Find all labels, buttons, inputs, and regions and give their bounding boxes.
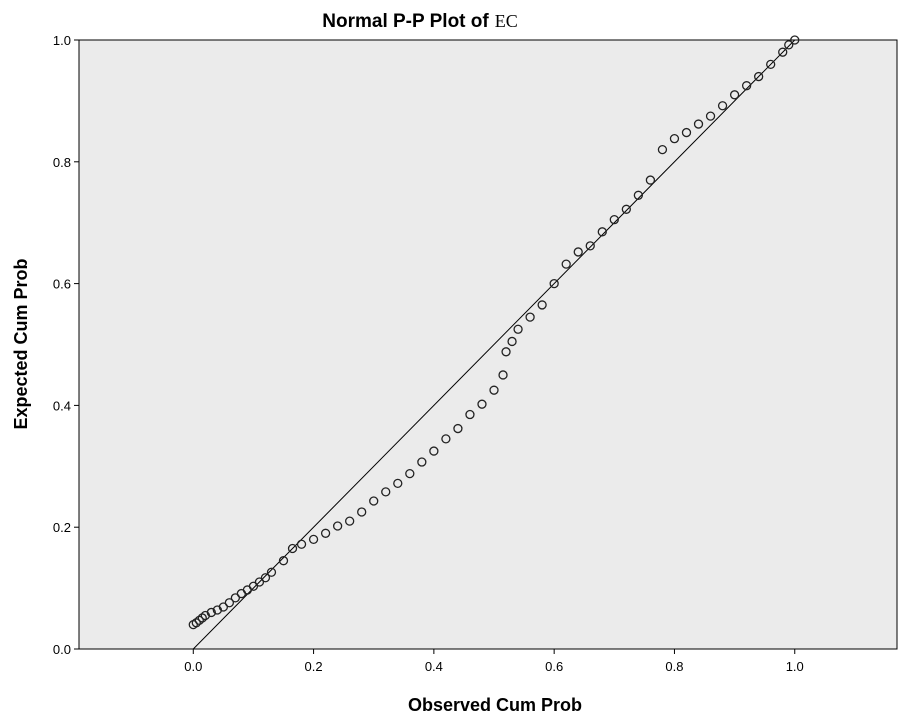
data-point [717, 101, 728, 111]
data-point [191, 618, 201, 628]
data-point [287, 543, 298, 554]
data-point [573, 247, 583, 257]
plot-area [78, 39, 898, 650]
data-point [405, 468, 415, 479]
data-point [266, 567, 277, 577]
chart-title: Normal P-P Plot of EC [322, 11, 517, 32]
data-point [224, 598, 235, 608]
y-tick-label: 0.6 [53, 277, 71, 292]
data-point [218, 602, 229, 612]
data-point [754, 71, 764, 82]
data-point [332, 521, 343, 531]
data-point [477, 399, 487, 409]
data-point [429, 446, 439, 456]
chart-title-main: Normal P-P Plot of [322, 11, 489, 32]
data-point [260, 573, 271, 583]
data-points [188, 35, 800, 650]
data-point [537, 300, 547, 310]
data-point [693, 119, 704, 129]
data-point [278, 556, 289, 566]
data-point [784, 40, 794, 50]
data-point [417, 457, 427, 467]
y-tick-label: 0.2 [53, 520, 71, 535]
data-point [790, 35, 800, 45]
data-point [507, 336, 517, 347]
data-point [357, 507, 367, 517]
data-point [308, 534, 319, 545]
y-tick-label: 0.0 [53, 642, 71, 657]
data-point [525, 312, 535, 322]
data-point [194, 615, 204, 626]
data-point [501, 347, 511, 357]
data-point [248, 581, 259, 591]
data-point [729, 90, 740, 100]
data-point [206, 607, 216, 618]
data-point [597, 227, 607, 237]
data-point [369, 496, 379, 506]
y-axis-label: Expected Cum Prob [11, 258, 31, 429]
data-point [513, 324, 523, 334]
x-tick-label: 1.0 [786, 659, 804, 674]
data-point [453, 423, 463, 434]
y-tick-label: 0.4 [53, 398, 71, 413]
data-point [633, 190, 644, 200]
data-point [669, 134, 680, 144]
data-point [489, 385, 499, 395]
data-point [778, 47, 788, 57]
data-point [197, 613, 207, 623]
data-point [561, 259, 571, 269]
data-point [393, 478, 403, 489]
data-point [498, 370, 508, 380]
x-tick-label: 0.6 [545, 659, 563, 674]
reference-line [192, 39, 796, 650]
data-point [549, 278, 559, 289]
data-point [705, 111, 716, 121]
data-point [320, 528, 331, 538]
data-point [741, 81, 752, 91]
data-point [345, 516, 355, 526]
data-point [585, 241, 595, 251]
x-tick-label: 0.2 [305, 659, 323, 674]
data-point [296, 539, 307, 549]
data-point [230, 593, 241, 603]
y-tick-label: 0.8 [53, 155, 71, 170]
x-tick-label: 0.8 [665, 659, 683, 674]
x-axis-label: Observed Cum Prob [408, 695, 582, 715]
chart-title-variable: EC [495, 11, 518, 31]
x-tick-label: 0.0 [184, 659, 202, 674]
data-point [381, 487, 391, 497]
data-point [609, 215, 619, 225]
data-point [657, 144, 668, 155]
y-tick-label: 1.0 [53, 33, 71, 48]
data-point [766, 59, 776, 70]
x-tick-label: 0.4 [425, 659, 443, 674]
data-point [621, 204, 631, 214]
data-point [254, 577, 265, 587]
data-point [465, 409, 475, 420]
axis-ticks: 0.0 0.2 0.4 0.6 0.8 1.0 0.0 0.2 0.4 0.6 0.8 1.0 [53, 33, 804, 674]
data-point [441, 434, 451, 444]
data-point [681, 127, 692, 138]
data-point [645, 175, 656, 185]
